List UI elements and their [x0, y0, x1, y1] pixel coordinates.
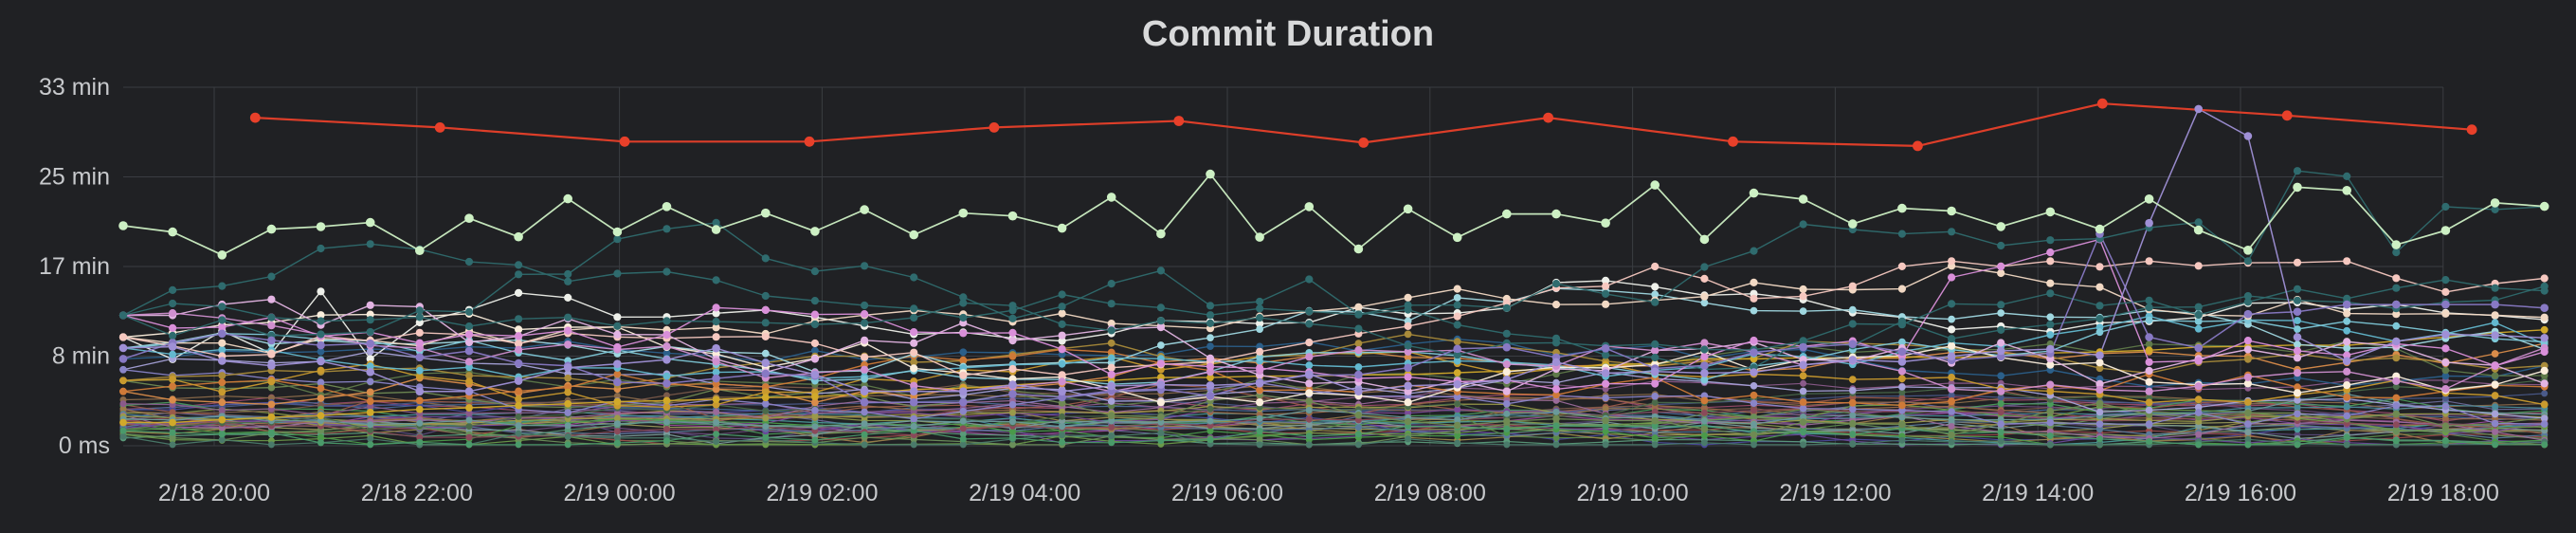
svg-text:2/19 14:00: 2/19 14:00 [1982, 480, 2094, 506]
svg-text:17 min: 17 min [39, 253, 110, 280]
svg-text:2/18 20:00: 2/18 20:00 [158, 480, 270, 506]
svg-text:2/19 02:00: 2/19 02:00 [766, 480, 878, 506]
svg-text:2/19 00:00: 2/19 00:00 [564, 480, 676, 506]
svg-text:2/18 22:00: 2/18 22:00 [361, 480, 473, 506]
svg-text:33 min: 33 min [39, 74, 110, 101]
svg-text:2/19 12:00: 2/19 12:00 [1779, 480, 1891, 506]
svg-text:2/19 10:00: 2/19 10:00 [1577, 480, 1689, 506]
svg-text:2/19 06:00: 2/19 06:00 [1171, 480, 1283, 506]
svg-text:2/19 08:00: 2/19 08:00 [1374, 480, 1486, 506]
svg-text:2/19 18:00: 2/19 18:00 [2387, 480, 2499, 506]
svg-text:2/19 16:00: 2/19 16:00 [2185, 480, 2296, 506]
svg-text:25 min: 25 min [39, 164, 110, 191]
svg-text:8 min: 8 min [52, 343, 110, 370]
svg-text:0 ms: 0 ms [59, 432, 110, 459]
svg-text:2/19 04:00: 2/19 04:00 [969, 480, 1080, 506]
